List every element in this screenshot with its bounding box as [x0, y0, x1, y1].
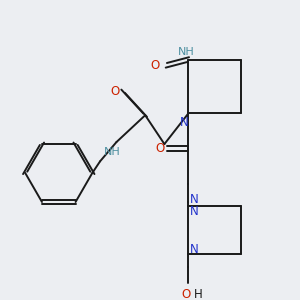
- Text: O: O: [111, 85, 120, 98]
- Text: N: N: [180, 116, 189, 129]
- Text: O: O: [150, 59, 159, 72]
- Text: N: N: [190, 243, 199, 256]
- Text: H: H: [194, 288, 202, 300]
- Text: O: O: [182, 288, 191, 300]
- Text: N: N: [190, 205, 199, 218]
- Text: O: O: [155, 142, 164, 155]
- Text: NH: NH: [104, 147, 121, 157]
- Text: NH: NH: [178, 47, 195, 57]
- Text: N: N: [190, 193, 199, 206]
